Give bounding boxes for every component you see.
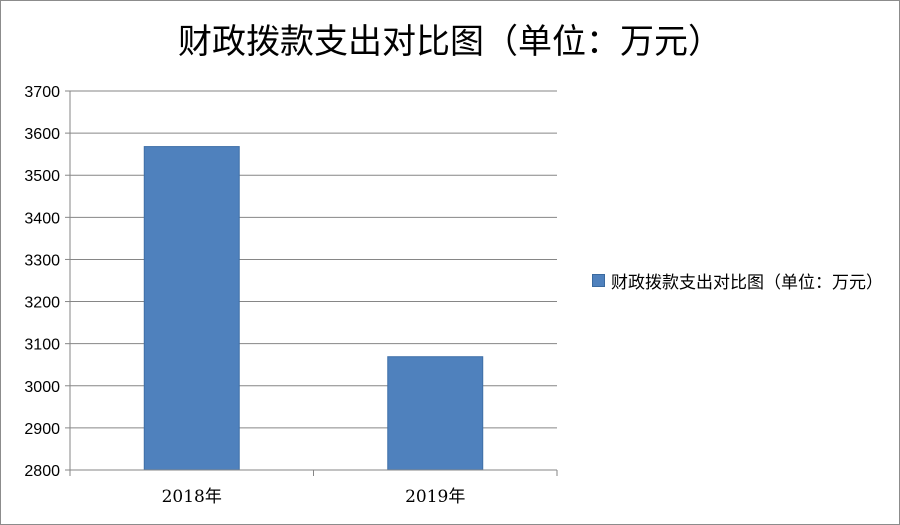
y-tick-label: 3000: [24, 379, 60, 396]
bar-series: [143, 146, 484, 471]
x-tick-label: 2018年: [162, 487, 222, 507]
legend-label: 财政拨款支出对比图（单位：万元）: [611, 273, 883, 293]
y-axis-tick-labels: 2800 2900 3000 3100 3200 3300 3400 3500 3600 3700: [24, 84, 60, 480]
y-tick-label: 3400: [24, 210, 60, 227]
y-tick-label: 3500: [24, 168, 60, 185]
bar: [143, 146, 240, 471]
legend: 财政拨款支出对比图（单位：万元）: [592, 270, 892, 296]
bar: [387, 356, 484, 471]
y-tick-label: 3200: [24, 295, 60, 312]
x-tick-label: 2019年: [405, 487, 465, 507]
y-tick-label: 3300: [24, 252, 60, 269]
chart-title: 财政拨款支出对比图（单位：万元）: [178, 22, 722, 62]
axes: [69, 91, 558, 476]
y-tick-label: 3100: [24, 337, 60, 354]
y-tick-label: 2900: [24, 421, 60, 438]
y-tick-label: 3600: [24, 126, 60, 143]
legend-swatch: [592, 274, 605, 287]
x-axis-tick-labels: 2018年 2019年: [162, 487, 466, 507]
y-tick-label: 2800: [24, 463, 60, 480]
y-tick-label: 3700: [24, 84, 60, 101]
